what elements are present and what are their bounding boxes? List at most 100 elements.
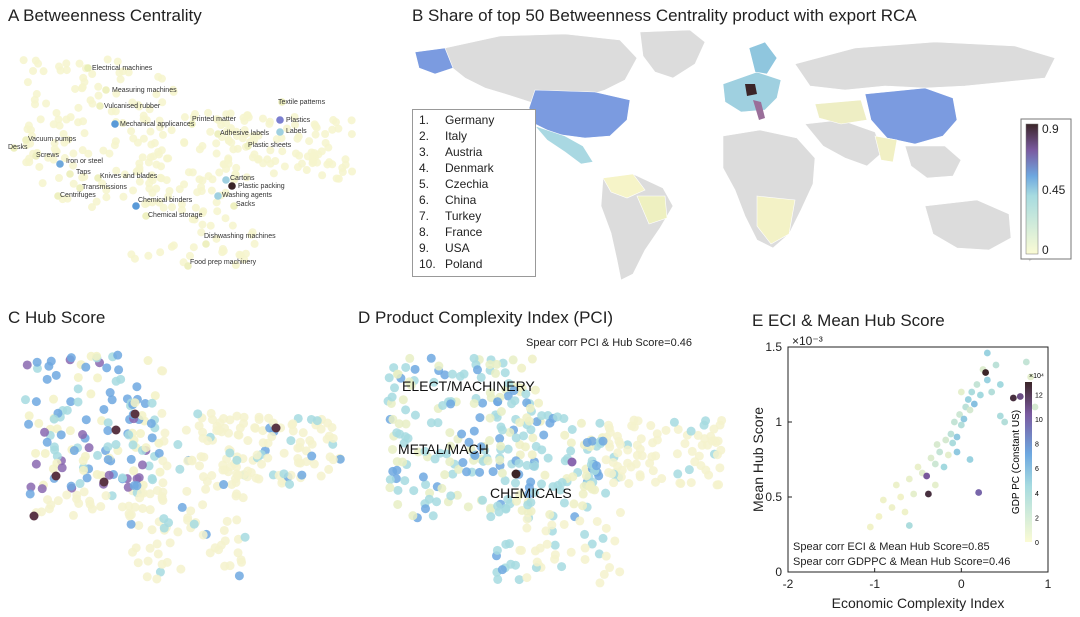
hub-node	[316, 471, 326, 481]
hub-node	[20, 395, 30, 405]
pci-node	[500, 476, 510, 486]
gdp-colorbar	[1025, 382, 1032, 542]
gdp-colorbar-tick: 8	[1035, 442, 1039, 449]
pci-region-label: METAL/MACH	[398, 441, 489, 457]
hub-node	[79, 465, 89, 475]
hub-node	[79, 487, 89, 497]
pci-node	[394, 419, 404, 429]
pci-node	[486, 512, 496, 522]
pci-node	[398, 395, 408, 405]
product-node	[22, 136, 30, 144]
product-node	[222, 176, 230, 184]
product-label: Vulcanised rubber	[104, 103, 161, 110]
network-node	[119, 67, 128, 76]
country-point	[992, 361, 1000, 369]
hub-node	[147, 398, 157, 408]
pci-node-high	[567, 457, 577, 467]
pci-node	[603, 420, 613, 430]
hub-node-high	[51, 471, 61, 481]
hub-node	[196, 452, 206, 462]
hub-node	[232, 489, 242, 499]
yellow-brazil	[636, 195, 668, 225]
pci-node	[550, 540, 560, 550]
product-node	[96, 102, 104, 110]
pci-node	[433, 418, 443, 428]
pci-node	[527, 354, 537, 364]
pci-node	[478, 398, 488, 408]
product-label: Washing agents	[222, 192, 272, 199]
pci-node	[530, 546, 540, 556]
network-node	[168, 203, 177, 212]
country-point	[996, 381, 1004, 388]
network-node	[177, 206, 186, 215]
pci-node	[635, 472, 645, 482]
network-node	[189, 243, 198, 252]
hub-node	[226, 462, 236, 472]
hub-node	[193, 409, 203, 419]
country-point	[983, 349, 991, 357]
network-node	[198, 209, 207, 218]
network-node	[206, 127, 215, 136]
hub-node	[158, 366, 168, 376]
pci-node	[392, 428, 402, 438]
network-node	[231, 261, 240, 270]
pci-node	[623, 445, 633, 455]
pci-node	[512, 496, 522, 506]
middle-east-shape	[804, 119, 884, 167]
pci-node	[560, 456, 570, 466]
hub-node	[99, 404, 109, 414]
pci-node	[505, 427, 515, 437]
hub-node	[92, 351, 102, 361]
network-node	[78, 146, 87, 155]
hub-node	[225, 448, 235, 458]
network-node	[198, 142, 207, 151]
pci-node	[445, 457, 455, 467]
country-point	[1022, 358, 1030, 366]
pci-node	[519, 431, 529, 441]
y-tick-label: 1	[775, 415, 782, 429]
network-node	[88, 203, 97, 212]
network-node	[75, 59, 84, 68]
network-node	[226, 109, 235, 118]
pci-node	[385, 475, 395, 485]
country-point	[933, 441, 941, 448]
pci-node	[636, 434, 646, 444]
hub-node	[56, 430, 66, 440]
pci-node	[598, 533, 608, 543]
network-node	[269, 169, 278, 178]
network-node	[293, 163, 302, 172]
country-point	[901, 508, 909, 516]
network-node	[294, 132, 303, 141]
pci-node	[545, 510, 555, 520]
ranking-row: 5. Czechia	[419, 177, 489, 191]
hub-node	[78, 456, 88, 466]
hub-node	[102, 363, 112, 373]
pci-node	[514, 575, 524, 585]
pci-node	[469, 426, 479, 436]
country-point	[879, 496, 887, 504]
hub-node	[236, 555, 246, 565]
hub-node	[126, 454, 136, 464]
hub-node	[219, 525, 229, 535]
hub-node	[124, 430, 134, 440]
hub-node	[177, 502, 187, 512]
pci-node	[475, 467, 485, 477]
pci-node	[508, 355, 518, 365]
country-point	[936, 448, 944, 456]
network-node	[147, 140, 156, 149]
network-node	[88, 70, 97, 79]
pci-node	[566, 446, 576, 456]
pci-node	[421, 480, 431, 490]
pci-node	[435, 448, 445, 458]
pci-node	[684, 465, 694, 475]
network-node	[222, 119, 231, 128]
network-node	[112, 166, 121, 175]
hub-node	[66, 481, 76, 491]
pci-node	[673, 469, 683, 479]
pci-node	[503, 494, 513, 504]
pci-node	[393, 499, 403, 509]
hub-node	[68, 510, 78, 520]
hub-node	[227, 479, 237, 489]
hub-node	[130, 398, 140, 408]
